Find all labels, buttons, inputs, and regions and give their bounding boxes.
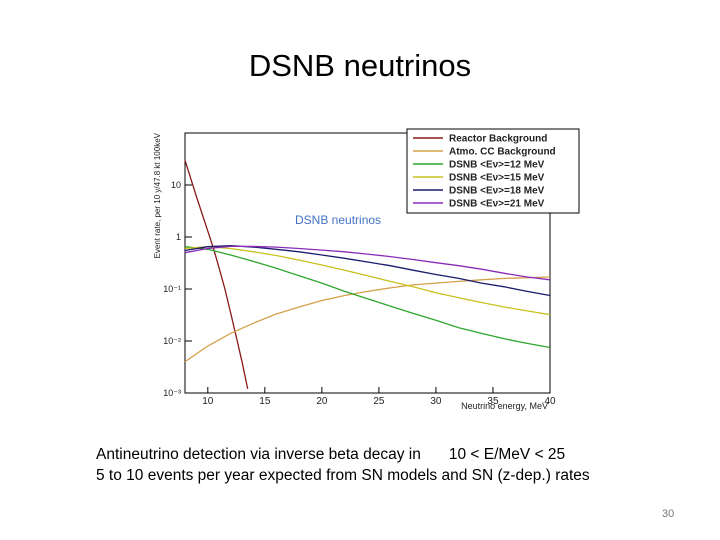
- x-tick-label: 15: [259, 396, 271, 407]
- caption-energy-window: 10 < E/MeV < 25: [448, 446, 566, 463]
- y-tick-label: 10⁻¹: [163, 284, 181, 294]
- x-tick-label: 30: [430, 396, 442, 407]
- legend-entry-1: Atmo. CC Background: [449, 147, 556, 158]
- x-axis-label: Neutrino energy, MeV: [461, 401, 548, 411]
- dsnb-spectrum-chart: 10 15 20 25 30 35 40 10⁻³ 10⁻² 10⁻¹ 1 10 Reactor Ba…: [153, 128, 580, 411]
- legend-entry-4: DSNB <Eν>=18 MeV: [449, 186, 545, 197]
- inset-label: DSNB neutrinos: [295, 213, 381, 227]
- legend-entry-0: Reactor Background: [449, 134, 547, 145]
- x-tick-label: 25: [373, 396, 385, 407]
- caption-line-1: Antineutrino detection via inverse beta …: [96, 446, 565, 464]
- series-line-4: [184, 245, 551, 297]
- series-line-0: [184, 160, 249, 390]
- y-tick-label: 10⁻²: [163, 336, 181, 346]
- y-tick-label: 1: [176, 232, 181, 242]
- y-axis-label: Event rate, per 10 y/47.8 kt 100keV: [153, 132, 162, 258]
- plot-frame: [184, 132, 551, 394]
- caption-detection-text: Antineutrino detection via inverse beta …: [96, 446, 421, 463]
- caption-line-2: 5 to 10 events per year expected from SN…: [96, 467, 590, 484]
- x-tick-label: 35: [487, 396, 499, 407]
- legend-entry-5: DSNB <Eν>=21 MeV: [449, 199, 545, 210]
- x-tick-label: 40: [544, 396, 556, 407]
- series-line-3: [184, 246, 551, 316]
- series-line-1: [184, 276, 551, 363]
- y-tick-label: 10: [171, 180, 181, 190]
- y-tick-label: 10⁻³: [163, 388, 181, 398]
- legend-box: [406, 128, 580, 214]
- x-tick-label: 10: [202, 396, 214, 407]
- series-line-2: [184, 246, 551, 349]
- legend-entry-2: DSNB <Eν>=12 MeV: [449, 160, 545, 171]
- page-number: 30: [662, 508, 675, 520]
- x-tick-label: 20: [316, 396, 328, 407]
- legend-entry-3: DSNB <Eν>=15 MeV: [449, 173, 545, 184]
- slide-title: DSNB neutrinos: [248, 48, 472, 83]
- series-line-5: [184, 245, 551, 281]
